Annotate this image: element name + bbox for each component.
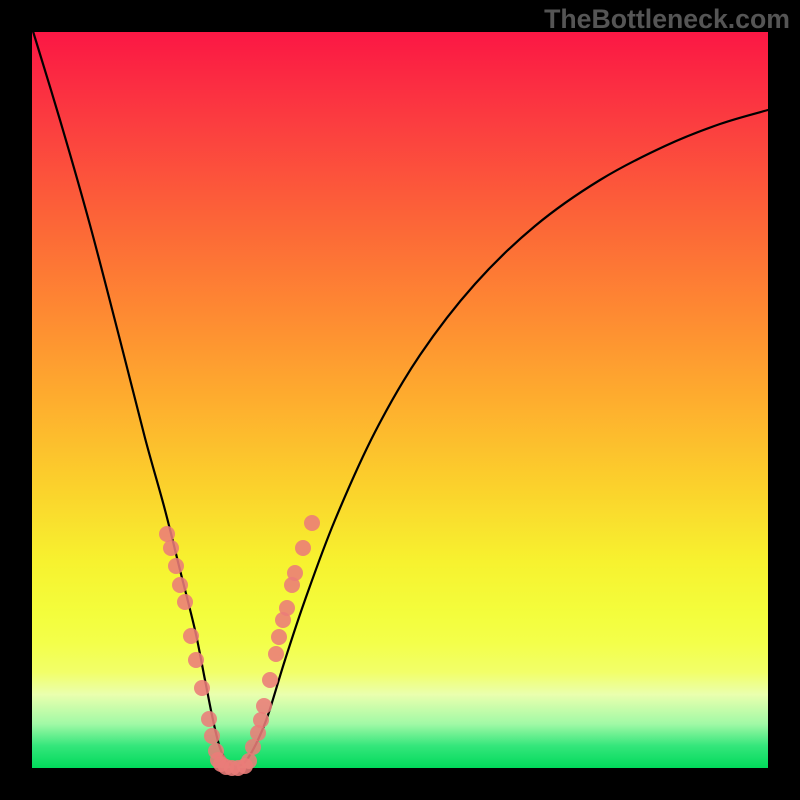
scatter-point — [253, 712, 269, 728]
scatter-point — [183, 628, 199, 644]
watermark-text: TheBottleneck.com — [544, 4, 790, 35]
scatter-point — [295, 540, 311, 556]
scatter-point — [177, 594, 193, 610]
scatter-point — [262, 672, 278, 688]
scatter-point — [241, 753, 257, 769]
chart-background — [32, 32, 768, 768]
scatter-point — [159, 526, 175, 542]
scatter-point — [271, 629, 287, 645]
scatter-point — [201, 711, 217, 727]
scatter-point — [172, 577, 188, 593]
scatter-point — [204, 728, 220, 744]
scatter-point — [188, 652, 204, 668]
scatter-point — [163, 540, 179, 556]
scatter-point — [279, 600, 295, 616]
bottleneck-chart — [0, 0, 800, 800]
scatter-point — [304, 515, 320, 531]
scatter-point — [168, 558, 184, 574]
scatter-point — [287, 565, 303, 581]
scatter-point — [245, 739, 261, 755]
scatter-point — [256, 698, 272, 714]
chart-frame: { "attribution": { "text": "TheBottlenec… — [0, 0, 800, 800]
scatter-point — [268, 646, 284, 662]
scatter-point — [194, 680, 210, 696]
